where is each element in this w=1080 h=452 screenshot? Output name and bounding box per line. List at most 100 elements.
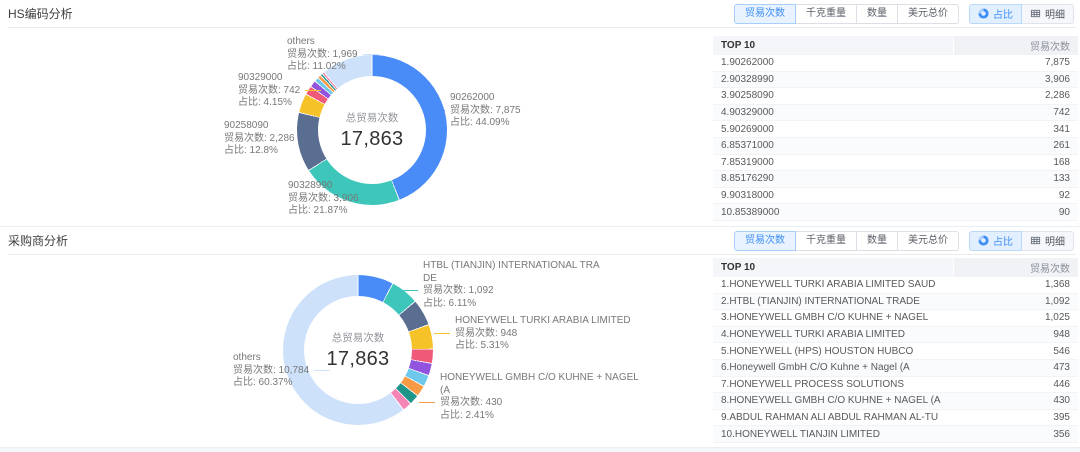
detail-view-button[interactable]: 明细 xyxy=(1021,230,1074,251)
metric-button[interactable]: 美元总价 xyxy=(897,230,959,251)
row-name-cell: 2.HTBL (TIANJIN) INTERNATIONAL TRADE xyxy=(721,295,920,307)
table-row[interactable]: 3.90258090 2,286 xyxy=(713,88,1078,105)
table-row[interactable]: 1.90262000 7,875 xyxy=(713,55,1078,72)
row-name-cell: 1.HONEYWELL TURKI ARABIA LIMITED SAUD xyxy=(721,279,936,291)
table-row[interactable]: 1.HONEYWELL TURKI ARABIA LIMITED SAUD 1,3… xyxy=(713,277,1078,294)
table-header-metric: 贸易次数 xyxy=(954,36,1078,55)
table-row[interactable]: 7.85319000 168 xyxy=(713,155,1078,172)
table-row[interactable]: 7.HONEYWELL PROCESS SOLUTIONS 446 xyxy=(713,377,1078,394)
chart-callout-line: 占比: 44.09% xyxy=(450,117,510,128)
table-row[interactable]: 6.85371000 261 xyxy=(713,137,1078,155)
table-icon xyxy=(1030,236,1041,245)
chart-callout-line: 贸易次数: 1,969 xyxy=(287,48,358,60)
chart-callout-label: others 贸易次数: 10,784 占比: 60.37% xyxy=(233,352,331,390)
metric-button[interactable]: 贸易次数 xyxy=(734,230,796,251)
row-name-cell: 3.HONEYWELL GMBH C/O KUHNE + NAGEL xyxy=(721,312,929,324)
chart-callout-line: 占比: 21.87% xyxy=(288,205,348,216)
table-row[interactable]: 5.HONEYWELL (HPS) HOUSTON HUBCO 546 xyxy=(713,343,1078,360)
chart-callout-label: 90258090 贸易次数: 2,286 占比: 12.8% xyxy=(224,120,316,158)
panel-body: 总贸易次数 17,863 HTBL (TIANJIN) INTERNATIONA… xyxy=(0,255,1080,446)
chart-callout-line: 90258090 xyxy=(224,120,269,131)
row-name-cell: 6.85371000 xyxy=(721,140,774,152)
chart-callout-line: 贸易次数: 742 xyxy=(238,84,301,96)
leader-line xyxy=(434,332,450,334)
metric-button[interactable]: 千克重量 xyxy=(795,230,857,251)
metric-button[interactable]: 千克重量 xyxy=(795,3,857,24)
view-button-label: 明细 xyxy=(1045,237,1065,248)
row-name-cell: 8.85176290 xyxy=(721,173,774,185)
chart-callout-line: others xyxy=(287,36,315,47)
row-value-cell: 7,875 xyxy=(1044,57,1070,69)
ratio-view-button[interactable]: 占比 xyxy=(969,230,1022,251)
table-row[interactable]: 5.90269000 341 xyxy=(713,121,1078,138)
next-section-divider xyxy=(0,447,1080,452)
view-button-label: 明细 xyxy=(1045,10,1065,21)
table-row[interactable]: 2.HTBL (TIANJIN) INTERNATIONAL TRADE 1,09… xyxy=(713,293,1078,311)
toolbar: 贸易次数 千克重量 数量 美元总价 占比 明细 xyxy=(734,3,1074,24)
view-toggle-group: 占比 明细 xyxy=(969,3,1074,24)
view-toggle-group: 占比 明细 xyxy=(969,230,1074,251)
row-value-cell: 948 xyxy=(1053,329,1070,341)
row-value-cell: 356 xyxy=(1053,428,1070,440)
page-title: HS编码分析 xyxy=(8,7,73,21)
table-header-row: TOP 10 贸易次数 xyxy=(713,36,1078,55)
chart-callout-line: HONEYWELL TURKI ARABIA LIMITED xyxy=(455,315,631,326)
row-value-cell: 395 xyxy=(1053,412,1070,424)
table-header-top10: TOP 10 xyxy=(713,258,953,277)
row-name-cell: 10.85389000 xyxy=(721,206,780,218)
chart-callout-line: others xyxy=(233,352,261,363)
chart-callout-line: 贸易次数: 7,875 xyxy=(450,104,521,116)
table-header-metric: 贸易次数 xyxy=(954,258,1078,277)
table-row[interactable]: 10.85389000 90 xyxy=(713,204,1078,221)
table-body: 1.90262000 7,875 2.90328990 3,906 3.90258090… xyxy=(713,55,1078,221)
row-name-cell: 9.90318000 xyxy=(721,190,774,202)
chart-callout-line: HONEYWELL GMBH C/O KUHNE + NAGEL xyxy=(440,372,639,383)
table-row[interactable]: 4.HONEYWELL TURKI ARABIA LIMITED 948 xyxy=(713,326,1078,344)
chart-callout-label: 90329000 贸易次数: 742 占比: 4.15% xyxy=(238,72,322,110)
row-value-cell: 1,025 xyxy=(1044,312,1070,324)
row-value-cell: 446 xyxy=(1053,378,1070,390)
chart-callout-label: HONEYWELL GMBH C/O KUHNE + NAGEL (A 贸易次数: … xyxy=(419,372,639,422)
row-value-cell: 2,286 xyxy=(1044,90,1070,102)
row-name-cell: 8.HONEYWELL GMBH C/O KUHNE + NAGEL (A xyxy=(721,395,941,407)
table-row[interactable]: 9.ABDUL RAHMAN ALI ABDUL RAHMAN AL-TU 395 xyxy=(713,410,1078,427)
row-value-cell: 92 xyxy=(1058,190,1070,202)
row-value-cell: 546 xyxy=(1053,345,1070,357)
chart-callout-line: 占比: 4.15% xyxy=(238,97,292,108)
chart-callout-line: 贸易次数: 430 xyxy=(440,397,503,408)
row-value-cell: 1,368 xyxy=(1044,279,1070,291)
donut-center: 总贸易次数 17,863 xyxy=(318,76,426,184)
donut-center-label: 总贸易次数 xyxy=(331,331,385,344)
chart-callout-line: 贸易次数: 10,784 xyxy=(233,364,310,376)
table-row[interactable]: 9.90318000 92 xyxy=(713,188,1078,205)
leader-line xyxy=(362,53,379,55)
chart-callout-label: 90262000 贸易次数: 7,875 占比: 44.09% xyxy=(429,92,521,130)
table-row[interactable]: 3.HONEYWELL GMBH C/O KUHNE + NAGEL 1,025 xyxy=(713,310,1078,327)
chart-callout-line: 占比: 2.41% xyxy=(440,409,494,421)
view-button-label: 占比 xyxy=(993,10,1013,21)
metric-button[interactable]: 美元总价 xyxy=(897,3,959,24)
metric-button[interactable]: 数量 xyxy=(856,3,898,24)
chart-callout-line: 贸易次数: 2,286 xyxy=(224,132,295,144)
chart-callout-line: 占比: 11.02% xyxy=(287,61,346,72)
row-value-cell: 133 xyxy=(1053,173,1070,185)
table-row[interactable]: 2.90328990 3,906 xyxy=(713,71,1078,89)
table-row[interactable]: 6.Honeywell GmbH C/O Kuhne + Nagel (A 473 xyxy=(713,359,1078,377)
row-value-cell: 261 xyxy=(1053,140,1070,152)
table-body: 1.HONEYWELL TURKI ARABIA LIMITED SAUD 1,3… xyxy=(713,277,1078,443)
row-name-cell: 5.HONEYWELL (HPS) HOUSTON HUBCO xyxy=(721,345,914,357)
ratio-view-button[interactable]: 占比 xyxy=(969,3,1022,24)
chart-callout-line: (A xyxy=(440,384,450,396)
chart-callout-line: 贸易次数: 948 xyxy=(455,327,518,339)
metric-button[interactable]: 数量 xyxy=(856,230,898,251)
table-row[interactable]: 8.HONEYWELL GMBH C/O KUHNE + NAGEL (A 430 xyxy=(713,393,1078,410)
detail-view-button[interactable]: 明细 xyxy=(1021,3,1074,24)
table-row[interactable]: 4.90329000 742 xyxy=(713,104,1078,122)
table-row[interactable]: 10.HONEYWELL TIANJIN LIMITED 356 xyxy=(713,426,1078,443)
metric-button[interactable]: 贸易次数 xyxy=(734,3,796,24)
row-name-cell: 1.90262000 xyxy=(721,57,774,69)
chart-callout-line: 占比: 12.8% xyxy=(224,145,278,156)
row-name-cell: 4.90329000 xyxy=(721,107,774,119)
panel-header: HS编码分析 贸易次数 千克重量 数量 美元总价 占比 明细 xyxy=(8,0,1076,28)
table-row[interactable]: 8.85176290 133 xyxy=(713,171,1078,188)
